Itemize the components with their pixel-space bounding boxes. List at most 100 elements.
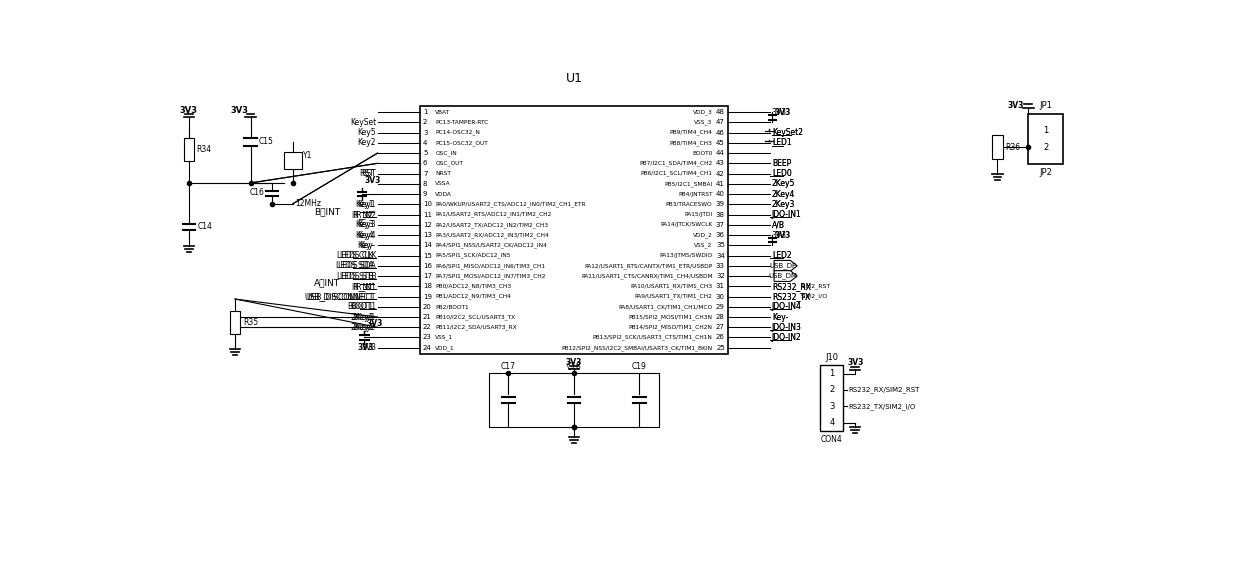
Text: VDD_1: VDD_1 <box>435 345 455 351</box>
Text: PB7/I2C1_SDA/TIM4_CH2: PB7/I2C1_SDA/TIM4_CH2 <box>640 160 713 166</box>
Text: USB_DISCONNECT: USB_DISCONNECT <box>304 292 373 301</box>
Text: 6: 6 <box>423 160 428 166</box>
Bar <box>229 310 241 333</box>
Text: IR_N2: IR_N2 <box>353 210 376 219</box>
Bar <box>420 106 728 354</box>
Text: PA10/USART1_RX/TIM1_CH3: PA10/USART1_RX/TIM1_CH3 <box>630 283 713 289</box>
Text: Key-: Key- <box>357 241 373 250</box>
Text: LEDS SDA: LEDS SDA <box>339 261 376 270</box>
Text: 30: 30 <box>715 293 725 300</box>
Text: 3: 3 <box>423 129 428 136</box>
Text: JDQ-IN2: JDQ-IN2 <box>771 333 801 342</box>
Text: VSSA: VSSA <box>435 181 451 186</box>
Text: IR_N1: IR_N1 <box>353 282 376 291</box>
Text: 39: 39 <box>715 201 725 208</box>
Text: BEEP: BEEP <box>771 159 791 168</box>
Text: C14: C14 <box>197 223 212 231</box>
Text: USB_DP: USB_DP <box>770 262 797 269</box>
Text: LEDS CLK: LEDS CLK <box>340 251 376 260</box>
Text: LEDS CLK: LEDS CLK <box>337 251 373 260</box>
Text: 5: 5 <box>423 150 428 156</box>
Text: NRST: NRST <box>435 171 451 176</box>
Text: PA13/JTMS/SWDIO: PA13/JTMS/SWDIO <box>660 253 713 258</box>
Text: KeySet: KeySet <box>350 118 376 127</box>
Text: RS232_TX: RS232_TX <box>771 292 810 301</box>
Text: 2Key5: 2Key5 <box>771 179 795 189</box>
Text: 19: 19 <box>423 293 432 300</box>
Text: PA0/WKUP/USART2_CTS/ADC12_IN0/TIM2_CH1_ETR: PA0/WKUP/USART2_CTS/ADC12_IN0/TIM2_CH1_E… <box>435 201 587 207</box>
Text: 48: 48 <box>715 109 725 115</box>
Text: 2Key1: 2Key1 <box>352 312 376 321</box>
Bar <box>1028 114 1063 164</box>
Text: 27: 27 <box>715 324 725 330</box>
Text: JDQ-IN1: JDQ-IN1 <box>771 210 801 219</box>
Bar <box>821 366 843 431</box>
Text: 15: 15 <box>423 252 432 259</box>
Text: BOOT1: BOOT1 <box>347 302 373 311</box>
Text: PC13-TAMPER-RTC: PC13-TAMPER-RTC <box>435 120 489 125</box>
Text: VSS_3: VSS_3 <box>694 120 713 125</box>
Text: Key4: Key4 <box>357 231 376 240</box>
Text: 4: 4 <box>830 418 835 427</box>
Text: 3V3: 3V3 <box>231 106 248 115</box>
Text: PB1/ADC12_N9/TIM3_CH4: PB1/ADC12_N9/TIM3_CH4 <box>435 294 511 300</box>
Text: PB11/I2C2_SDA/USART3_RX: PB11/I2C2_SDA/USART3_RX <box>435 324 517 330</box>
Text: Key-: Key- <box>771 312 789 321</box>
Text: PA2/USART2_TX/ADC12_IN2/TIM2_CH3: PA2/USART2_TX/ADC12_IN2/TIM2_CH3 <box>435 222 548 228</box>
Text: 44: 44 <box>715 150 725 156</box>
Text: 28: 28 <box>715 314 725 320</box>
Text: JDQ-IN2: JDQ-IN2 <box>771 333 801 342</box>
Bar <box>992 136 1003 159</box>
Text: 33: 33 <box>715 263 725 269</box>
Text: RST: RST <box>358 169 373 178</box>
Text: OSC_IN: OSC_IN <box>435 150 458 156</box>
Bar <box>184 139 195 162</box>
Text: Key5: Key5 <box>357 128 376 137</box>
Text: BOOT1: BOOT1 <box>350 302 376 311</box>
Text: PC15-OSC32_OUT: PC15-OSC32_OUT <box>435 140 489 145</box>
Text: BEEP: BEEP <box>771 159 791 168</box>
Text: PA15/JTDI: PA15/JTDI <box>684 212 713 217</box>
Text: JDQ-IN4: JDQ-IN4 <box>771 302 802 311</box>
Text: 43: 43 <box>715 160 725 166</box>
Text: 3: 3 <box>830 402 835 411</box>
Text: 38: 38 <box>715 212 725 217</box>
Bar <box>284 152 303 169</box>
Text: LEDS SDA: LEDS SDA <box>336 261 373 270</box>
Text: A/B: A/B <box>771 220 785 229</box>
Text: PA9/USART1_TX/TIM1_CH2: PA9/USART1_TX/TIM1_CH2 <box>635 294 713 300</box>
Text: Key2: Key2 <box>357 139 376 147</box>
Text: A第INT: A第INT <box>315 278 341 288</box>
Text: PA4/SPI1_NSS/USART2_CK/ADC12_IN4: PA4/SPI1_NSS/USART2_CK/ADC12_IN4 <box>435 243 547 248</box>
Text: PA11/USART1_CTS/CANRX/TIM1_CH4/USBDM: PA11/USART1_CTS/CANRX/TIM1_CH4/USBDM <box>580 273 713 279</box>
Text: USB_DISCONNECT: USB_DISCONNECT <box>306 292 376 301</box>
Text: 2Key5: 2Key5 <box>771 179 795 189</box>
Text: PB14/SPI2_MISO/TIM1_CH2N: PB14/SPI2_MISO/TIM1_CH2N <box>629 324 713 330</box>
Text: 46: 46 <box>715 129 725 136</box>
Text: VDD_3: VDD_3 <box>693 109 713 115</box>
Polygon shape <box>774 260 797 271</box>
Polygon shape <box>774 271 797 281</box>
Text: 2Key3: 2Key3 <box>771 200 795 209</box>
Text: RS232_RX: RS232_RX <box>771 282 811 291</box>
Text: 9: 9 <box>423 191 428 197</box>
Text: C15: C15 <box>258 137 273 146</box>
Bar <box>490 373 658 427</box>
Text: 2Key2: 2Key2 <box>351 323 373 332</box>
Text: PB8/TIM4_CH3: PB8/TIM4_CH3 <box>670 140 713 145</box>
Text: U1: U1 <box>565 72 583 85</box>
Text: A/B: A/B <box>771 220 785 229</box>
Text: 11: 11 <box>423 212 432 217</box>
Text: OSC_OUT: OSC_OUT <box>435 160 464 166</box>
Text: 2Key1: 2Key1 <box>351 312 373 321</box>
Text: 3V3: 3V3 <box>367 319 383 328</box>
Text: 21: 21 <box>423 314 432 320</box>
Text: PB4/JNTRST: PB4/JNTRST <box>678 191 713 197</box>
Text: 23: 23 <box>423 335 432 340</box>
Text: 16: 16 <box>423 263 432 269</box>
Text: PA6/SPI1_MISO/ADC12_IN6/TIM3_CH1: PA6/SPI1_MISO/ADC12_IN6/TIM3_CH1 <box>435 263 546 269</box>
Text: 47: 47 <box>715 120 725 125</box>
Text: 18: 18 <box>423 283 432 289</box>
Text: 26: 26 <box>715 335 725 340</box>
Text: 22: 22 <box>423 324 432 330</box>
